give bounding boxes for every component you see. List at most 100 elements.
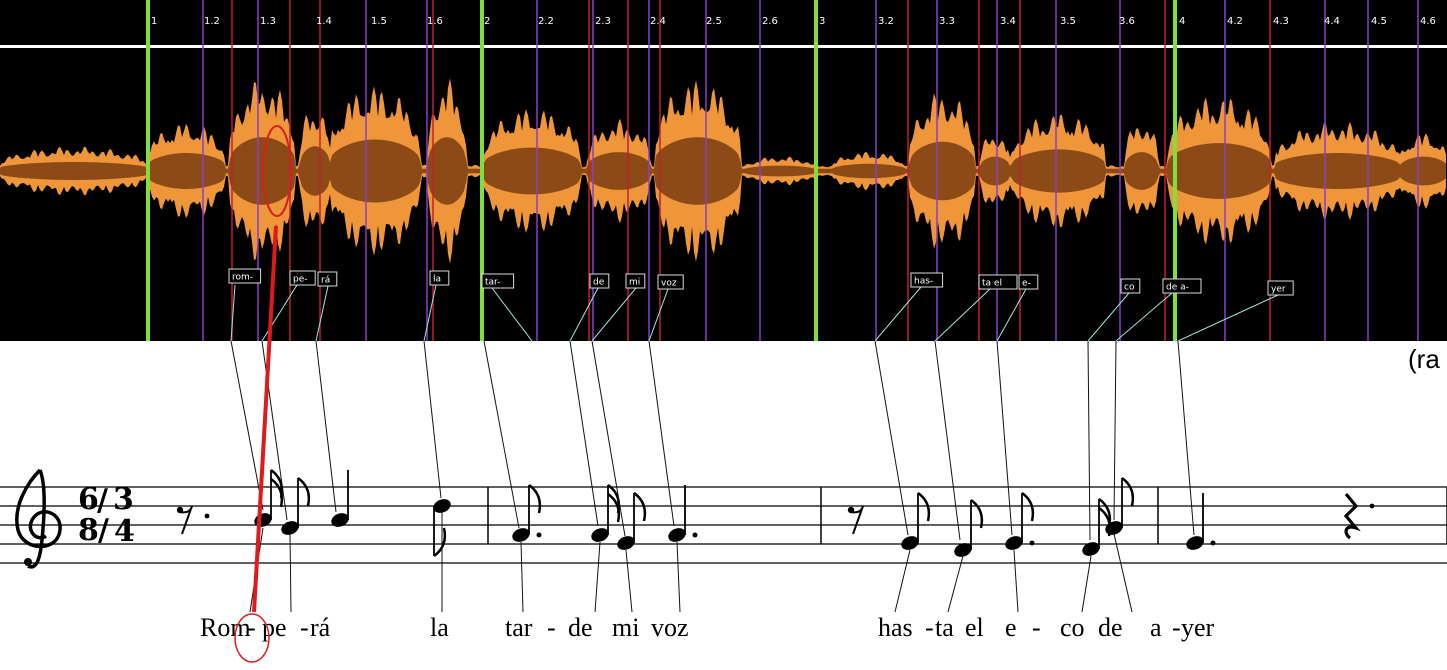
rest-stem [850, 505, 864, 535]
waveform-envelope-inner [0, 137, 1446, 205]
waveform-display[interactable]: 1 1.2 1.3 1.4 1.5 1.6 2 2.2 2.3 2.4 2.5 2.6 3 3.2 3.3 3… [0, 0, 1447, 341]
note [617, 491, 647, 550]
lyric-tag-box [625, 273, 646, 289]
lyric-connector [594, 541, 601, 613]
timeline-tick-label: 4.6 [1420, 16, 1436, 27]
timeline-tick-label: 4 [1179, 16, 1185, 27]
rest-blob [847, 506, 855, 514]
alignment-connector [934, 340, 961, 541]
note-flag [270, 468, 284, 499]
timeline-tick-label: 2.3 [595, 16, 611, 27]
notes [176, 468, 1375, 558]
timeline-tick-label: 3.4 [1000, 16, 1016, 27]
lyric-tag-box [657, 274, 684, 290]
note [901, 491, 931, 550]
alignment-connector [1177, 340, 1195, 536]
lyric-syllable: - [1032, 613, 1041, 642]
tag-link-line [230, 284, 236, 341]
lyric-tag-text: e- [1022, 279, 1031, 289]
note [1186, 493, 1216, 550]
lyric-syllable: tar [505, 613, 533, 642]
lyric-connector [625, 549, 633, 613]
timeline-tick-label: 1.3 [260, 16, 276, 27]
lyric-connector [947, 555, 964, 613]
note [1105, 476, 1135, 535]
note [254, 468, 284, 527]
lyric-tag-text: la [433, 275, 441, 285]
notehead [954, 543, 972, 557]
notehead [512, 528, 530, 542]
rest-stem [179, 505, 193, 535]
waveform-panel[interactable]: 1 1.2 1.3 1.4 1.5 1.6 2 2.2 2.3 2.4 2.5 2.6 3 3.2 3.3 3… [0, 0, 1447, 341]
lyric-tag: e- [1018, 274, 1039, 290]
lyric-syllable: mi [612, 613, 639, 642]
lyric-tag-box [978, 274, 1018, 290]
alignment-connector [261, 340, 288, 521]
time-signature-digit: 4 [114, 514, 135, 549]
tag-link-line [261, 284, 298, 341]
note-dot [692, 532, 698, 538]
lyric-tag: co [1120, 278, 1141, 294]
tag-link-line [569, 287, 599, 341]
lyric-connector [1113, 533, 1133, 613]
alignment-connector [591, 340, 626, 537]
notehead [433, 499, 451, 513]
lyric-tag-text: rá [321, 276, 330, 286]
notehead [1005, 536, 1023, 550]
lyric-syllable: la [430, 613, 449, 642]
alignment-connector [230, 340, 264, 511]
lyric-tag-text: co [1124, 283, 1135, 293]
lyric-syllable: co [1060, 613, 1085, 642]
lyric-tag: yer [1267, 280, 1294, 296]
timeline-tick-label: 1.4 [316, 16, 332, 27]
lyric-tag-box [1120, 278, 1141, 294]
timeline-tick-label: 4.2 [1227, 16, 1243, 27]
note-flag [633, 491, 647, 522]
lyric-tag-box [910, 272, 944, 288]
note-dot [1029, 540, 1035, 546]
tag-link-line [591, 287, 637, 341]
note-flag [607, 483, 621, 514]
lyric-syllable: el [965, 613, 984, 642]
alignment-connector [483, 340, 520, 529]
timeline-tick-label: 1.2 [204, 16, 220, 27]
treble-clef-icon [15, 468, 62, 569]
note-flag [297, 476, 311, 507]
lyric-syllable: yer [1181, 613, 1215, 642]
time-signature: 6/38/4 [78, 482, 135, 549]
notehead [281, 521, 299, 535]
lyric-syllable: ta [935, 613, 954, 642]
lyrics-line: Rom-pe - rá la tar - de mi voz has - ta el e - co de a - ye… [200, 613, 1215, 642]
lyric-syllable: de [1098, 613, 1123, 642]
time-signature-digit: 3 [113, 482, 134, 517]
lyric-tag-text: yer [1271, 285, 1286, 295]
lyric-tag: voz [657, 274, 684, 290]
alignment-connector [996, 340, 1013, 536]
rest-blob [176, 506, 184, 514]
lyric-tag: has- [910, 272, 944, 288]
eighth-rest-icon [847, 505, 864, 535]
notehead [591, 528, 609, 542]
lyric-syllable: voz [651, 613, 689, 642]
timeline-tick-label: 2.6 [762, 16, 778, 27]
timeline-tick-label: 4.3 [1273, 16, 1289, 27]
lyric-connector [676, 541, 681, 613]
timeline-tick-label: 4.4 [1324, 16, 1340, 27]
eighth-rest-icon [176, 505, 193, 535]
tag-link-line [1087, 292, 1130, 341]
lyric-tag-box [429, 270, 450, 286]
lyric-syllable: has [878, 613, 913, 642]
lyric-syllable: - [547, 613, 556, 642]
lyric-connector [894, 549, 911, 613]
note-flag [1098, 506, 1112, 537]
lyric-syllable: pe [262, 613, 287, 642]
timeline-tick-label: 2.2 [538, 16, 554, 27]
timeline-tick-label: 3.3 [939, 16, 955, 27]
timeline-tick-label: 1 [151, 16, 157, 27]
rest-dot [204, 513, 210, 519]
alignment-connector [874, 340, 909, 536]
alignment-connector [648, 340, 675, 527]
timeline-tick-label: 3.2 [878, 16, 894, 27]
lyric-tag-text: pe- [293, 275, 308, 285]
